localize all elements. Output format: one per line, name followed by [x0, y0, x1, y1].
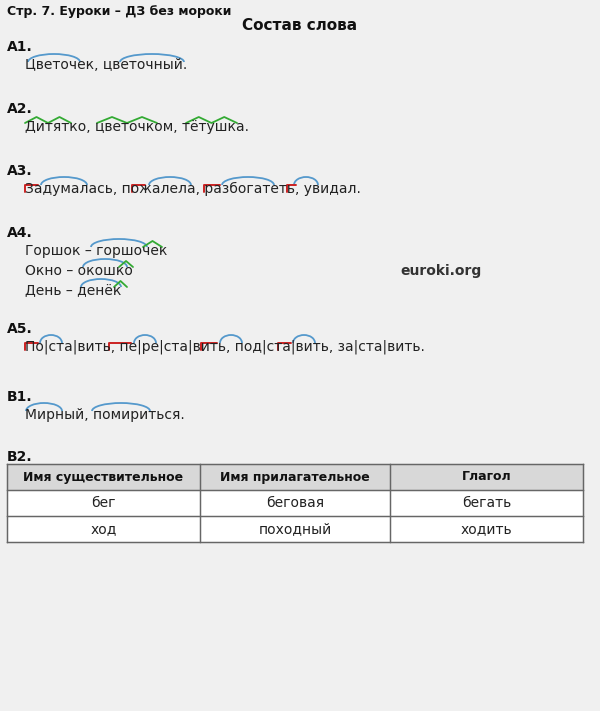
- Bar: [7, 516, 583, 542]
- Text: А2.: А2.: [7, 102, 33, 116]
- Text: ходить: ходить: [461, 522, 512, 536]
- Text: походный: походный: [259, 522, 332, 536]
- Text: Стр. 7. Еуроки – ДЗ без мороки: Стр. 7. Еуроки – ДЗ без мороки: [7, 5, 232, 18]
- Text: ход: ход: [91, 522, 116, 536]
- Text: Мирный, помириться.: Мирный, помириться.: [25, 408, 185, 422]
- Text: Цветочек, цветочный.: Цветочек, цветочный.: [25, 58, 187, 72]
- Text: По|ста|вить, пе|ре|ста|вить, под|ста|вить, за|ста|вить.: По|ста|вить, пе|ре|ста|вить, под|ста|вит…: [25, 340, 425, 355]
- Bar: [7, 490, 583, 516]
- Text: Горшок – горшочек: Горшок – горшочек: [25, 244, 167, 258]
- Text: беговая: беговая: [266, 496, 324, 510]
- Text: А5.: А5.: [7, 322, 33, 336]
- Text: Глагол: Глагол: [461, 471, 511, 483]
- Text: Имя прилагательное: Имя прилагательное: [220, 471, 370, 483]
- Text: бег: бег: [91, 496, 116, 510]
- Text: День – денёк: День – денёк: [25, 284, 121, 298]
- Text: Дитятко, цветочком, тётушка.: Дитятко, цветочком, тётушка.: [25, 120, 249, 134]
- Text: бегать: бегать: [462, 496, 511, 510]
- Text: euroki.org: euroki.org: [400, 264, 481, 278]
- Text: А4.: А4.: [7, 226, 33, 240]
- Text: В1.: В1.: [7, 390, 32, 404]
- Text: А3.: А3.: [7, 164, 32, 178]
- Text: Задумалась, пожалела, разбогатеть, увидал.: Задумалась, пожалела, разбогатеть, увида…: [25, 182, 361, 196]
- Text: А1.: А1.: [7, 40, 33, 54]
- Text: Состав слова: Состав слова: [242, 18, 358, 33]
- Text: Окно – окошко: Окно – окошко: [25, 264, 133, 278]
- Text: В2.: В2.: [7, 450, 32, 464]
- Text: Имя существительное: Имя существительное: [23, 471, 184, 483]
- Bar: [7, 464, 583, 490]
